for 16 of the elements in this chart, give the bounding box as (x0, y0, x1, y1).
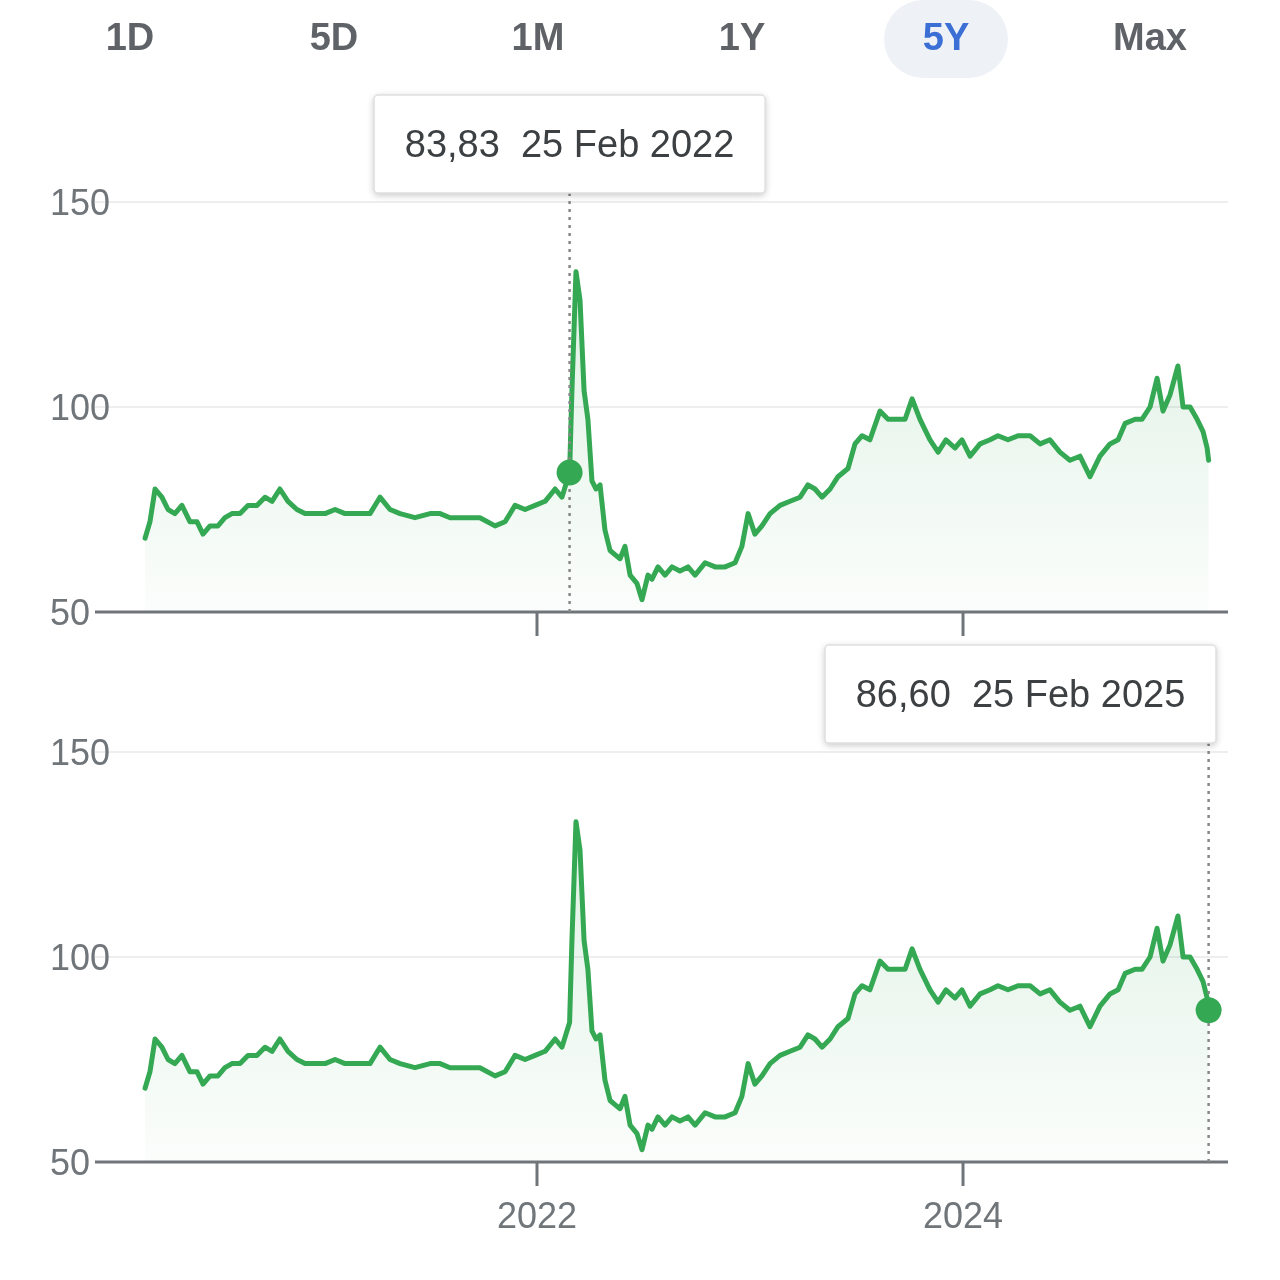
y-tick-label: 150 (50, 182, 111, 223)
text: 86,60 25 Feb 2025 (855, 673, 1186, 715)
y-tick-label: 100 (50, 937, 111, 978)
x-tick-label: 2022 (496, 1195, 578, 1236)
text: 1D (105, 16, 155, 58)
text: 1M (511, 16, 565, 58)
y-tick-label: 50 (50, 1142, 91, 1183)
y-tick-label: 100 (50, 387, 111, 428)
text: 83,83 25 Feb 2022 (404, 123, 735, 165)
text: 1Y (718, 16, 766, 58)
text: 5Y (922, 16, 970, 58)
x-tick-label: 2024 (922, 1195, 1004, 1236)
y-tick-label: 50 (50, 592, 91, 633)
y-tick-label: 150 (50, 732, 111, 773)
text: 5D (309, 16, 359, 58)
text: Max (1113, 16, 1187, 58)
